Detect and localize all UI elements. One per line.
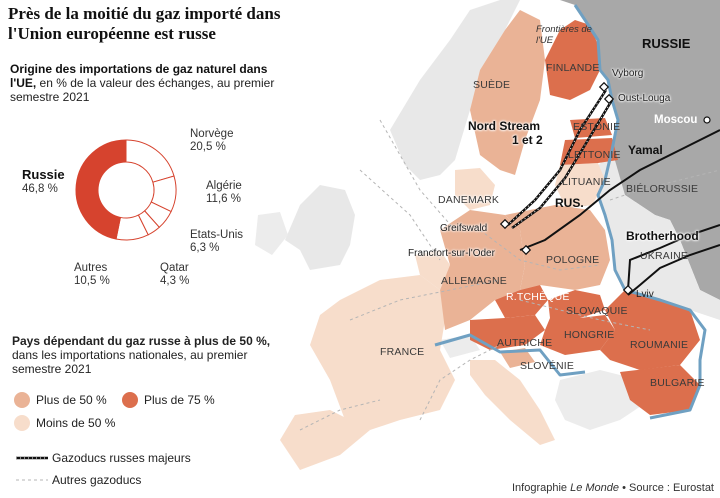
legend-plus75: Plus de 75 % — [144, 393, 215, 407]
pie-label-qatar: Qatar 4,3 % — [160, 262, 190, 287]
label-nord-stream-1: Nord Stream — [468, 119, 541, 133]
denmark-area — [455, 168, 495, 210]
swatch-moins50 — [14, 415, 30, 431]
label-rtcheque: R.TCHÈQUE — [506, 291, 570, 303]
label-francfort: Francfort-sur-l'Oder — [408, 248, 495, 259]
label-slovaquie: SLOVAQUIE — [566, 305, 628, 317]
estonia-area — [570, 118, 612, 138]
legend-major-pipelines: Gazoducs russes majeurs — [52, 451, 191, 465]
label-lituanie: LITUANIE — [562, 176, 611, 188]
germany-area — [440, 210, 525, 330]
label-rus: RUS. — [555, 196, 584, 210]
pie-chart — [75, 139, 177, 241]
legend-moins50: Moins de 50 % — [36, 416, 116, 430]
label-slovenie: SLOVÉNIE — [520, 360, 575, 372]
origin-heading-bold: Origine des importations de gaz naturel … — [10, 62, 268, 90]
label-finlande: FINLANDE — [546, 62, 600, 74]
origin-heading: Origine des importations de gaz naturel … — [10, 62, 280, 104]
bulgaria-area — [620, 365, 700, 415]
label-lettonie: LETTONIE — [568, 149, 621, 161]
label-oust-louga: Oust-Louga — [618, 93, 671, 104]
norway-area — [390, 0, 520, 180]
city-markers — [499, 81, 711, 296]
credits-publisher: Le Monde — [570, 482, 620, 494]
label-lviv: Lviv — [636, 289, 654, 300]
label-autriche: AUTRICHE — [497, 337, 553, 349]
pie-label-norvege: Norvège 20,5 % — [190, 128, 234, 153]
dependency-heading-bold: Pays dépendant du gaz russe à plus de 50… — [12, 334, 271, 348]
origin-heading-rest: en % de la valeur des échanges, au premi… — [10, 76, 275, 104]
austria-area — [470, 315, 545, 350]
label-france: FRANCE — [380, 346, 425, 358]
finland-area — [545, 20, 600, 100]
label-pologne: POLOGNE — [546, 254, 600, 266]
iberia-area — [280, 410, 370, 470]
italy-area — [470, 360, 555, 445]
russia-area — [560, 0, 720, 300]
label-frontieres: Frontières de l'UE — [536, 24, 592, 46]
label-russie: RUSSIE — [642, 36, 691, 51]
pie-label-algerie: Algérie 11,6 % — [206, 180, 242, 205]
ireland-area — [255, 212, 288, 255]
label-moscou: Moscou — [654, 114, 698, 126]
credits: Infographie Le Monde • Source : Eurostat — [512, 482, 714, 494]
credits-source: Source : Eurostat — [629, 482, 714, 494]
label-allemagne: ALLEMAGNE — [441, 275, 507, 287]
label-vyborg: Vyborg — [612, 68, 644, 79]
label-danemark: DANEMARK — [438, 194, 500, 206]
page-title: Près de la moitié du gaz importé dans l'… — [8, 4, 281, 43]
label-bulgarie: BULGARIE — [650, 377, 705, 389]
legend-plus50: Plus de 50 % — [36, 393, 107, 407]
swatch-plus75 — [122, 392, 138, 408]
dependency-heading-rest: dans les importations nationales, au pre… — [12, 348, 248, 376]
label-nord-stream-2: 1 et 2 — [512, 133, 543, 147]
label-roumanie: ROUMANIE — [630, 339, 689, 351]
czechia-area — [495, 285, 548, 318]
dependency-heading: Pays dépendant du gaz russe à plus de 50… — [12, 334, 292, 376]
major-pipelines — [507, 89, 720, 296]
sweden-area — [470, 10, 545, 175]
pie-label-etats-unis: Etats-Unis 6,3 % — [190, 229, 244, 254]
credits-separator: • — [619, 482, 629, 494]
credits-prefix: Infographie — [511, 482, 571, 494]
legend-other-pipelines: Autres gazoducs — [52, 473, 142, 487]
poland-area — [505, 205, 610, 290]
label-greifswald: Greifswald — [440, 223, 488, 234]
pie-label-autres: Autres 10,5 % — [74, 262, 110, 287]
label-estonie: ESTONIE — [573, 121, 621, 133]
france-area — [310, 275, 455, 430]
pie-slice-russie — [75, 139, 127, 240]
label-suede: SUÈDE — [473, 79, 511, 91]
hungary-area — [540, 315, 615, 355]
benelux-area — [415, 250, 450, 290]
other-pipelines — [299, 119, 720, 431]
latvia-area — [560, 138, 618, 165]
label-brotherhood: Brotherhood — [626, 229, 699, 243]
label-hongrie: HONGRIE — [564, 329, 615, 341]
pie-label-russie: Russie 46,8 % — [22, 167, 65, 195]
belarus-ukraine-area — [590, 150, 720, 320]
swatch-plus50 — [14, 392, 30, 408]
uk-area — [285, 185, 355, 270]
pie-slice-norvge — [125, 139, 175, 183]
label-bielorussie: BIÉLORUSSIE — [626, 183, 699, 195]
label-ukraine: UKRAINE — [640, 250, 689, 262]
eu-border — [434, 4, 707, 420]
label-yamal: Yamal — [628, 143, 663, 157]
